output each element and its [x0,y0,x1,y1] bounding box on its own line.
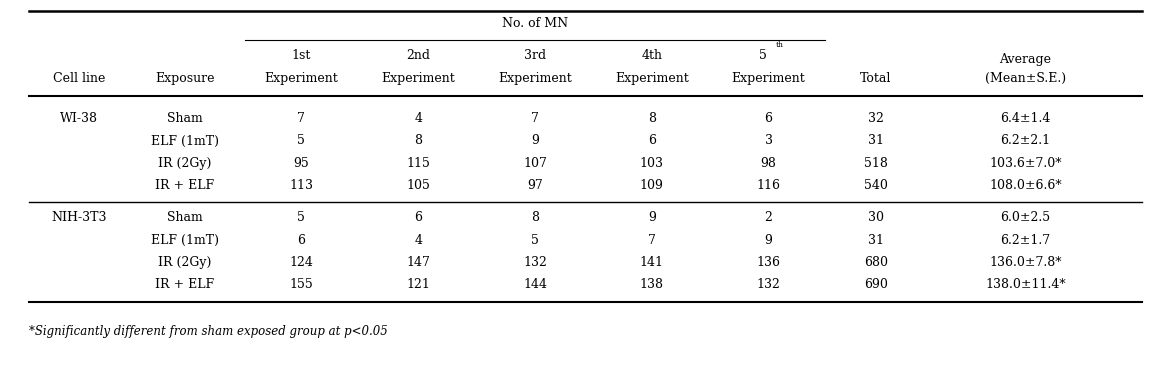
Text: (Mean±S.E.): (Mean±S.E.) [985,72,1066,84]
Text: 138: 138 [640,278,663,291]
Text: 680: 680 [864,256,888,269]
Text: 5: 5 [759,49,766,62]
Text: 30: 30 [868,211,884,224]
Text: 141: 141 [640,256,663,269]
Text: 113: 113 [290,179,313,192]
Text: 115: 115 [406,157,430,170]
Text: 9: 9 [531,135,538,147]
Text: 4: 4 [415,112,422,125]
Text: 109: 109 [640,179,663,192]
Text: Experiment: Experiment [264,72,339,84]
Text: Cell line: Cell line [54,72,105,84]
Text: 147: 147 [406,256,430,269]
Text: 6.2±2.1: 6.2±2.1 [1001,135,1050,147]
Text: 32: 32 [868,112,884,125]
Text: 95: 95 [293,157,310,170]
Text: 4th: 4th [641,49,662,62]
Text: 121: 121 [406,278,430,291]
Text: 690: 690 [864,278,888,291]
Text: 103: 103 [640,157,663,170]
Text: 132: 132 [757,278,780,291]
Text: th: th [777,41,784,49]
Text: 136.0±7.8*: 136.0±7.8* [989,256,1062,269]
Text: 103.6±7.0*: 103.6±7.0* [989,157,1062,170]
Text: NIH-3T3: NIH-3T3 [51,211,107,224]
Text: 4: 4 [415,234,422,247]
Text: Sham: Sham [167,112,202,125]
Text: Total: Total [861,72,891,84]
Text: 155: 155 [290,278,313,291]
Text: WI-38: WI-38 [61,112,98,125]
Text: 98: 98 [760,157,777,170]
Text: 108.0±6.6*: 108.0±6.6* [989,179,1062,192]
Text: 2: 2 [765,211,772,224]
Text: IR (2Gy): IR (2Gy) [158,157,211,170]
Text: 132: 132 [523,256,547,269]
Text: 5: 5 [298,211,305,224]
Text: 8: 8 [415,135,422,147]
Text: Exposure: Exposure [155,72,214,84]
Text: 31: 31 [868,234,884,247]
Text: 144: 144 [523,278,547,291]
Text: 6: 6 [298,234,305,247]
Text: ELF (1mT): ELF (1mT) [151,234,218,247]
Text: Experiment: Experiment [381,72,456,84]
Text: 107: 107 [523,157,547,170]
Text: Experiment: Experiment [614,72,689,84]
Text: 6: 6 [765,112,772,125]
Text: IR (2Gy): IR (2Gy) [158,256,211,269]
Text: 9: 9 [648,211,655,224]
Text: 3rd: 3rd [524,49,545,62]
Text: 7: 7 [298,112,305,125]
Text: IR + ELF: IR + ELF [155,278,214,291]
Text: 518: 518 [864,157,888,170]
Text: 7: 7 [648,234,655,247]
Text: 138.0±11.4*: 138.0±11.4* [985,278,1066,291]
Text: 8: 8 [648,112,655,125]
Text: 6: 6 [415,211,422,224]
Text: 8: 8 [531,211,538,224]
Text: 6.4±1.4: 6.4±1.4 [1000,112,1051,125]
Text: 9: 9 [765,234,772,247]
Text: 31: 31 [868,135,884,147]
Text: 136: 136 [757,256,780,269]
Text: 6: 6 [648,135,655,147]
Text: 116: 116 [757,179,780,192]
Text: ELF (1mT): ELF (1mT) [151,135,218,147]
Text: 6.2±1.7: 6.2±1.7 [1001,234,1050,247]
Text: No. of MN: No. of MN [502,17,568,30]
Text: 1st: 1st [292,49,311,62]
Text: 2nd: 2nd [406,49,430,62]
Text: Average: Average [1000,53,1051,66]
Text: 5: 5 [531,234,538,247]
Text: IR + ELF: IR + ELF [155,179,214,192]
Text: 105: 105 [406,179,430,192]
Text: 540: 540 [864,179,888,192]
Text: Experiment: Experiment [731,72,806,84]
Text: 5: 5 [298,135,305,147]
Text: 3: 3 [765,135,772,147]
Text: 7: 7 [531,112,538,125]
Text: Sham: Sham [167,211,202,224]
Text: 6.0±2.5: 6.0±2.5 [1001,211,1050,224]
Text: 124: 124 [290,256,313,269]
Text: 97: 97 [527,179,543,192]
Text: Experiment: Experiment [498,72,572,84]
Text: *Significantly different from sham exposed group at p<0.05: *Significantly different from sham expos… [29,325,388,338]
